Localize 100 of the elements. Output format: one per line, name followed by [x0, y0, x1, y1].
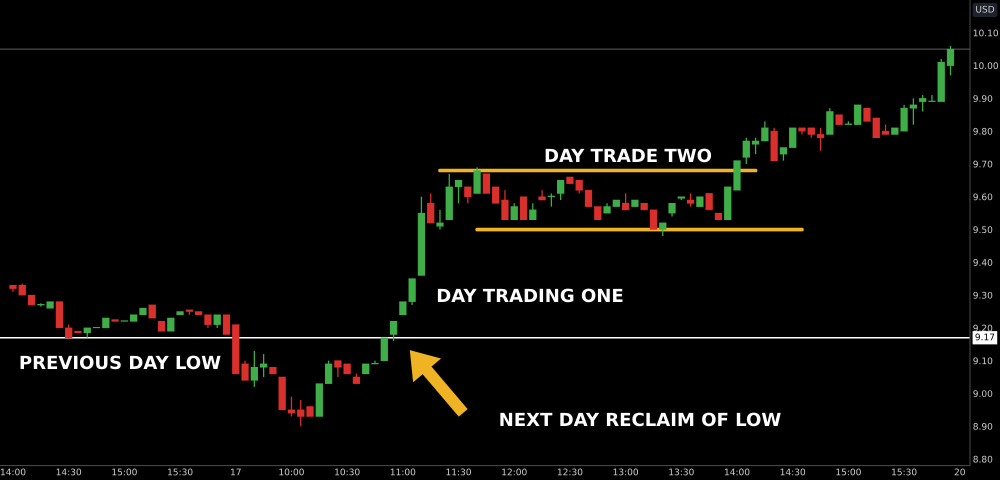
candlestick — [408, 278, 416, 306]
y-tick-label: 9.50 — [973, 226, 992, 234]
candlestick — [288, 396, 296, 418]
candlestick — [454, 180, 462, 204]
candlestick — [250, 350, 258, 388]
y-tick-label: 9.80 — [973, 128, 992, 135]
text: USD — [976, 6, 994, 13]
y-tick-label: 9.60 — [973, 193, 992, 200]
candlestick — [659, 222, 666, 237]
candlestick — [65, 324, 72, 340]
x-tick-label: 11:30 — [446, 468, 471, 476]
candlestick — [836, 114, 843, 126]
x-tick-label: 13:00 — [614, 468, 638, 476]
annotation: PREVIOUS DAY LOW — [20, 356, 221, 370]
candlestick — [752, 137, 760, 155]
y-tick-label: 10.10 — [974, 30, 998, 36]
candlestick — [18, 283, 26, 296]
candlestick — [324, 360, 332, 384]
y-tick-label: 9.40 — [973, 259, 992, 266]
annotation: DAY TRADING ONE — [438, 288, 622, 302]
candlestick — [214, 314, 221, 329]
x-tick-label: 10:30 — [335, 468, 360, 476]
candlestick — [742, 137, 750, 165]
candlestick — [872, 118, 880, 138]
candlestick — [882, 124, 890, 136]
candlestick — [780, 146, 788, 162]
candlestick — [362, 364, 370, 374]
candlestick — [706, 192, 713, 210]
x-tick-label: 14:00 — [0, 468, 26, 476]
candlestick — [789, 127, 796, 148]
candlestick — [529, 202, 536, 220]
annotation: DAY TRADE TWO — [546, 148, 712, 162]
candlestick — [594, 206, 602, 220]
candlestick — [520, 196, 528, 220]
y-tick-label: 9.30 — [973, 292, 992, 299]
candlestick — [668, 202, 676, 218]
candlestick — [84, 327, 91, 338]
x-tick-label: 11:00 — [390, 468, 416, 476]
annotation: NEXT DAY RECLAIM OF LOW — [500, 412, 781, 426]
y-tick-label: 9.10 — [973, 357, 992, 364]
candlestick — [686, 192, 694, 208]
candlestick — [297, 399, 304, 427]
candlestick — [260, 353, 268, 378]
x-tick-label: 15:00 — [836, 468, 861, 476]
candlestick — [222, 314, 230, 335]
candlestick — [28, 294, 36, 306]
x-tick-label: 14:00 — [725, 468, 750, 476]
candlestick — [557, 180, 564, 201]
y-tick-label: 8.90 — [973, 422, 992, 430]
candlestick — [158, 321, 166, 332]
candlestick — [946, 45, 954, 76]
candlestick — [919, 94, 926, 112]
x-tick-label: 12:00 — [502, 468, 527, 476]
candlestick — [344, 364, 351, 374]
candlestick — [816, 127, 824, 152]
x-tick-label: 15:00 — [112, 468, 137, 476]
candlestick — [380, 337, 388, 361]
x-tick-label: 12:30 — [558, 468, 582, 476]
ref-line-label: 9.17 — [975, 334, 994, 340]
candlestick — [102, 317, 110, 329]
x-tick-label: 20 — [954, 468, 965, 476]
x-tick-label: 15:30 — [892, 468, 917, 476]
candlestick — [390, 320, 398, 342]
candlestick — [204, 314, 212, 329]
candlestick — [650, 209, 658, 230]
candlestick — [603, 202, 611, 214]
x-tick-label: 15:30 — [168, 468, 192, 476]
candlestick — [538, 190, 546, 201]
y-tick-label: 9.00 — [973, 390, 992, 398]
candlestick — [576, 180, 583, 194]
candlestick — [167, 318, 174, 332]
x-tick-label: 13:30 — [669, 468, 694, 476]
candlestick — [464, 186, 472, 204]
y-tick-label: 9.20 — [973, 324, 992, 332]
candlestick — [241, 360, 249, 381]
candlestick — [808, 127, 815, 138]
candlestick — [352, 373, 360, 384]
candlestick — [436, 209, 444, 230]
y-tick-label: 9.90 — [973, 95, 992, 102]
x-tick-label: 10:00 — [279, 468, 304, 476]
y-tick-label: 9.70 — [973, 160, 992, 168]
x-tick-label: 14:30 — [56, 468, 82, 476]
y-tick-label: 10.00 — [974, 62, 998, 70]
x-tick-label: 14:30 — [780, 468, 806, 476]
candlestick — [148, 304, 156, 319]
candlestick — [334, 360, 342, 378]
candlestick — [854, 104, 862, 126]
candlestick — [473, 166, 481, 194]
candlestick — [622, 192, 630, 210]
candlestick — [492, 186, 500, 204]
candlestick — [863, 108, 871, 122]
candlestick — [761, 120, 768, 142]
x-tick-label: 17 — [231, 468, 241, 476]
y-tick-label: 8.80 — [973, 456, 992, 463]
candlestick — [584, 190, 592, 208]
candlestick — [399, 301, 406, 316]
candlestick — [696, 196, 704, 207]
candlestick — [427, 192, 434, 224]
candlestick — [306, 406, 314, 418]
candlestick — [510, 202, 518, 220]
